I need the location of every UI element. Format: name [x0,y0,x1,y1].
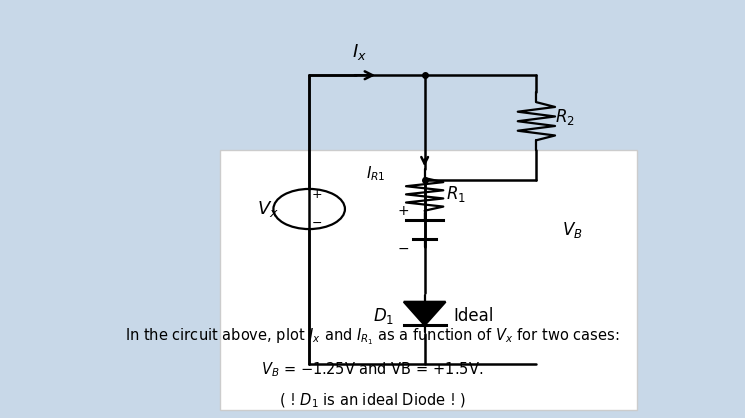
Text: $R_2$: $R_2$ [555,107,574,127]
Text: Ideal: Ideal [453,306,493,325]
Text: −: − [311,217,322,230]
Text: $I_{R1}$: $I_{R1}$ [367,164,386,183]
Text: $V_B$ = $-$1.25V and VB = +1.5V.: $V_B$ = $-$1.25V and VB = +1.5V. [261,361,484,379]
Text: ( ! $D_1$ is an ideal Diode ! ): ( ! $D_1$ is an ideal Diode ! ) [279,392,466,410]
Text: +: + [398,204,410,218]
Text: $V_B$: $V_B$ [562,220,583,240]
Text: $I_x$: $I_x$ [352,42,367,62]
Polygon shape [404,302,446,325]
FancyBboxPatch shape [220,150,637,410]
Text: $V_x$: $V_x$ [257,199,279,219]
Text: In the circuit above, plot $I_x$ and $I_{R_1}$ as a function of $V_x$ for two ca: In the circuit above, plot $I_x$ and $I_… [125,326,620,347]
Text: −: − [398,242,410,256]
Text: $D_1$: $D_1$ [373,306,394,326]
Text: $R_1$: $R_1$ [446,184,466,204]
Text: +: + [311,188,322,201]
